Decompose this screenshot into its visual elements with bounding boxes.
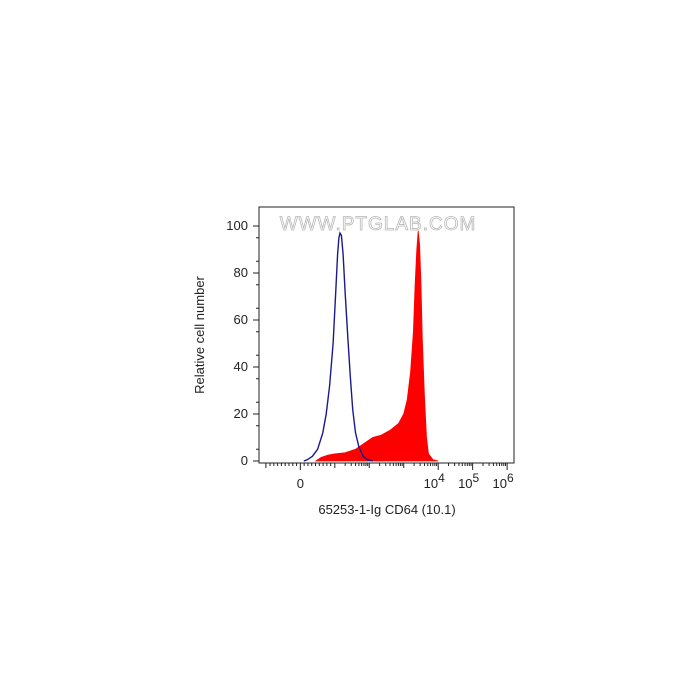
x-tick-label: 106: [493, 471, 514, 491]
plot-frame: [258, 206, 515, 464]
y-tick-label: 40: [234, 359, 248, 374]
y-tick-label: 100: [226, 218, 248, 233]
series-filled-histogram: [314, 230, 439, 462]
x-tick-label: 105: [458, 471, 479, 491]
y-tick-label: 20: [234, 406, 248, 421]
x-axis-title: 65253-1-Ig CD64 (10.1): [318, 502, 455, 517]
y-tick-label: 60: [234, 312, 248, 327]
y-axis-title: Relative cell number: [192, 275, 207, 393]
watermark: WWW.PTGLAB.COM: [280, 214, 477, 235]
y-tick-label: 0: [241, 453, 248, 468]
y-tick-label: 80: [234, 265, 248, 280]
x-tick-label: 0: [297, 476, 304, 491]
series-layer: [303, 230, 439, 462]
x-tick-label: 104: [424, 471, 445, 491]
x-axis: 0 104 105 106: [265, 463, 514, 491]
y-axis: 0 20 40 60 80 100: [226, 218, 259, 468]
series-outline-histogram: [303, 231, 373, 462]
